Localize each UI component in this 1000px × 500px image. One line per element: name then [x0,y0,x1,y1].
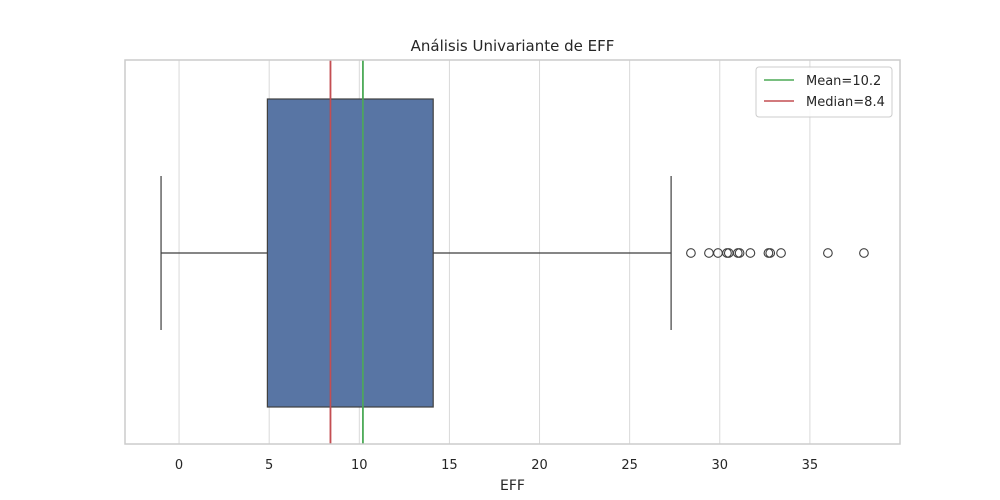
outlier-point-1 [705,249,714,258]
x-tick-label-30: 30 [711,458,728,473]
outlier-point-12 [860,249,869,258]
legend: Mean=10.2 Median=8.4 [756,67,892,117]
outlier-point-0 [687,249,696,258]
legend-label-median: Median=8.4 [806,95,885,110]
x-tick-label-20: 20 [531,458,548,473]
outlier-point-7 [746,249,755,258]
boxplot [161,60,671,444]
x-tick-label-25: 25 [621,458,638,473]
outlier-point-2 [714,249,723,258]
x-tick-label-10: 10 [351,458,368,473]
x-tick-label-5: 5 [265,458,273,473]
x-axis-label: EFF [500,478,525,494]
x-tick-label-35: 35 [802,458,819,473]
plot-frame [125,60,900,444]
outlier-point-10 [777,249,786,258]
x-tick-label-15: 15 [441,458,458,473]
iqr-box [267,99,433,407]
x-tick-label-0: 0 [175,458,183,473]
outlier-point-11 [824,249,833,258]
x-axis-ticks: 0 5 10 15 20 25 30 35 [175,458,818,473]
chart-title: Análisis Univariante de EFF [411,37,615,55]
legend-label-mean: Mean=10.2 [806,74,881,89]
outliers [687,249,869,258]
